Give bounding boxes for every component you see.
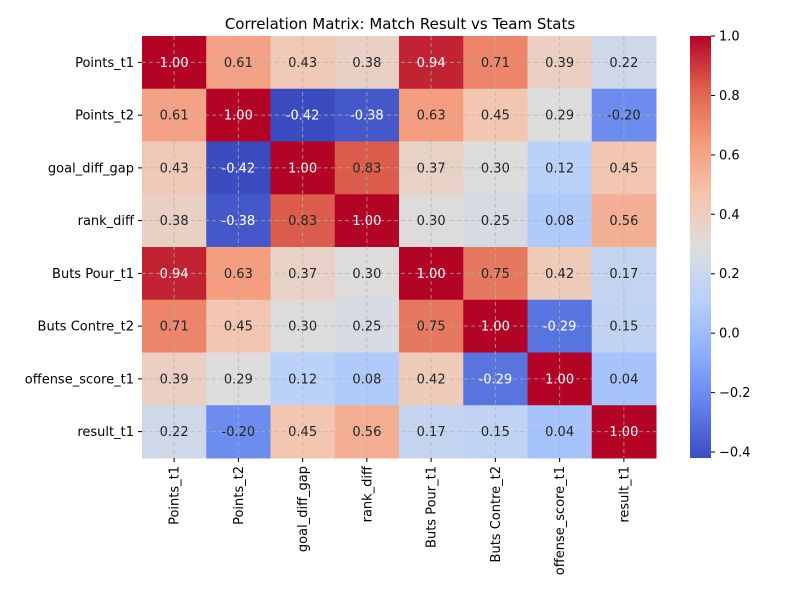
colorbar-tick-label: 0.6: [719, 148, 740, 163]
cell-value-label: 0.08: [352, 372, 381, 387]
colorbar-tick-label: −0.4: [719, 446, 751, 461]
chart-title: Correlation Matrix: Match Result vs Team…: [225, 15, 576, 33]
cell-value-label: 0.12: [288, 372, 317, 387]
cell-value-label: 0.61: [160, 109, 189, 124]
cell-value-label: 0.83: [352, 161, 381, 176]
cell-value-label: 1.00: [481, 320, 510, 335]
cell-value-label: 0.43: [288, 56, 317, 71]
row-label: rank_diff: [78, 214, 135, 229]
cell-value-label: 0.30: [288, 320, 317, 335]
colorbar-tick-label: 0.4: [719, 208, 740, 223]
cell-value-label: 1.00: [288, 161, 317, 176]
column-label: offense_score_t1: [553, 466, 568, 575]
cell-value-label: 0.94: [417, 56, 446, 71]
cell-value-label: -0.38: [350, 109, 384, 124]
cell-value-label: 0.30: [417, 214, 446, 229]
row-label: Points_t2: [75, 109, 134, 124]
column-label: Points_t1: [168, 466, 183, 525]
cell-value-label: 0.42: [545, 267, 574, 282]
row-label: Buts Pour_t1: [52, 267, 134, 282]
colorbar-tick-label: 0.0: [719, 327, 740, 342]
heatmap-cell-labels: 1.00 0.61 0.43 0.38 0.94 0.71 0.39 0.22 0.61 1.00…: [160, 56, 641, 440]
cell-value-label: -0.20: [607, 109, 641, 124]
cell-value-label: 0.75: [417, 320, 446, 335]
cell-value-label: 0.61: [224, 56, 253, 71]
cell-value-label: 0.25: [352, 320, 381, 335]
cell-value-label: 1.00: [352, 214, 381, 229]
cell-value-label: 0.38: [352, 56, 381, 71]
colorbar-tick-label: −0.2: [719, 386, 751, 401]
cell-value-label: -0.42: [286, 109, 320, 124]
cell-value-label: -0.29: [543, 320, 577, 335]
row-label: offense_score_t1: [25, 372, 134, 387]
cell-value-label: 0.15: [481, 425, 510, 440]
cell-value-label: -0.38: [222, 214, 256, 229]
cell-value-label: 0.29: [545, 109, 574, 124]
cell-value-label: 0.45: [288, 425, 317, 440]
cell-value-label: 0.75: [481, 267, 510, 282]
cell-value-label: 0.17: [609, 267, 638, 282]
cell-value-label: 0.45: [224, 320, 253, 335]
cell-value-label: 0.39: [160, 372, 189, 387]
cell-value-label: 0.63: [417, 109, 446, 124]
cell-value-label: 0.37: [417, 161, 446, 176]
cell-value-label: 0.94: [160, 267, 189, 282]
colorbar: −0.4 −0.2 0.0 0.2 0.4 0.6 0.8 1.0: [690, 30, 751, 461]
cell-value-label: 0.08: [545, 214, 574, 229]
column-label: goal_diff_gap: [296, 466, 311, 552]
column-labels: Points_t1 Points_t2 goal_diff_gap rank_diff…: [168, 458, 632, 575]
cell-value-label: 0.29: [224, 372, 253, 387]
cell-value-label: 1.00: [545, 372, 574, 387]
cell-value-label: 0.17: [417, 425, 446, 440]
cell-value-label: 1.00: [417, 267, 446, 282]
cell-value-label: 1.00: [160, 56, 189, 71]
column-label: rank_diff: [360, 465, 375, 522]
cell-value-label: 0.63: [224, 267, 253, 282]
column-label: Points_t2: [232, 466, 247, 525]
cell-value-label: 0.15: [609, 320, 638, 335]
cell-value-label: 0.12: [545, 161, 574, 176]
cell-value-label: 0.37: [288, 267, 317, 282]
cell-value-label: 0.71: [160, 320, 189, 335]
cell-value-label: 0.45: [481, 109, 510, 124]
cell-value-label: 0.42: [417, 372, 446, 387]
colorbar-tick-label: 0.2: [719, 267, 740, 282]
cell-value-label: 0.43: [160, 161, 189, 176]
cell-value-label: 0.04: [545, 425, 574, 440]
row-labels: Points_t1 Points_t2 goal_diff_gap rank_diff…: [25, 56, 142, 440]
column-label: result_t1: [617, 466, 632, 523]
heatmap-cells: [142, 36, 657, 459]
cell-value-label: 0.56: [352, 425, 381, 440]
row-label: result_t1: [77, 425, 134, 440]
cell-value-label: -0.42: [222, 161, 256, 176]
cell-value-label: 0.22: [609, 56, 638, 71]
cell-value-label: 0.45: [609, 161, 638, 176]
cell-value-label: 1.00: [224, 109, 253, 124]
cell-value-label: 0.56: [609, 214, 638, 229]
heatmap-grid: [142, 36, 656, 458]
cell-value-label: 0.04: [609, 372, 638, 387]
cell-value-label: 0.25: [481, 214, 510, 229]
column-label: Buts Pour_t1: [425, 466, 440, 548]
cell-value-label: 0.30: [481, 161, 510, 176]
cell-value-label: -0.20: [222, 425, 256, 440]
column-label: Buts Contre_t2: [489, 466, 504, 562]
cell-value-label: -0.29: [479, 372, 513, 387]
colorbar-tick-label: 0.8: [719, 89, 740, 104]
cell-value-label: 0.30: [352, 267, 381, 282]
cell-value-label: 1.00: [609, 425, 638, 440]
row-label: goal_diff_gap: [48, 161, 134, 176]
row-label: Points_t1: [75, 56, 134, 71]
cell-value-label: 0.22: [160, 425, 189, 440]
colorbar-gradient: [690, 36, 711, 458]
cell-value-label: 0.39: [545, 56, 574, 71]
colorbar-tick-label: 1.0: [719, 30, 740, 45]
cell-value-label: 0.83: [288, 214, 317, 229]
row-label: Buts Contre_t2: [38, 320, 134, 335]
cell-value-label: 0.38: [160, 214, 189, 229]
cell-value-label: 0.71: [481, 56, 510, 71]
